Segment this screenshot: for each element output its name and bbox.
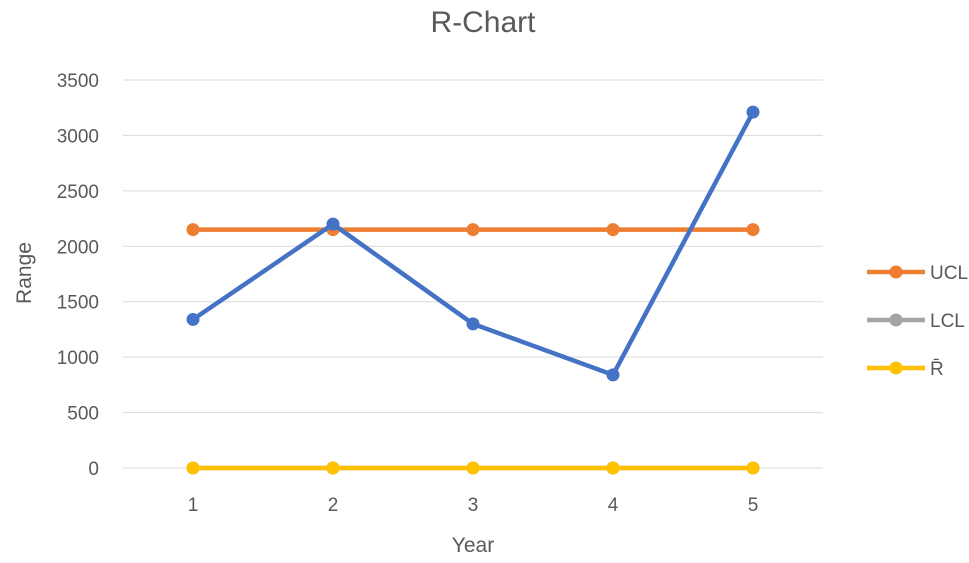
x-tick-labels: 1 2 3 4 5 bbox=[188, 495, 759, 516]
y-tick-2500: 2500 bbox=[57, 182, 99, 203]
point-r-3 bbox=[466, 461, 480, 475]
y-tick-3000: 3000 bbox=[57, 126, 99, 147]
series-r bbox=[186, 461, 760, 475]
y-tick-1000: 1000 bbox=[57, 348, 99, 369]
x-tick-3: 3 bbox=[468, 495, 479, 516]
point-ucl-5 bbox=[746, 223, 760, 237]
series-line-range bbox=[190, 109, 756, 378]
series-range bbox=[186, 105, 760, 382]
point-range-4 bbox=[606, 368, 620, 382]
series-ucl bbox=[186, 223, 760, 237]
x-tick-2: 2 bbox=[328, 495, 339, 516]
x-axis-label: Year bbox=[452, 534, 494, 557]
legend-item-ucl: UCL bbox=[867, 263, 968, 284]
legend: UCL LCL R̄ bbox=[867, 263, 968, 380]
y-tick-3500: 3500 bbox=[57, 71, 99, 92]
y-tick-0: 0 bbox=[88, 459, 99, 480]
point-range-5 bbox=[746, 105, 760, 119]
grid-lines bbox=[123, 79, 823, 469]
point-range-3 bbox=[466, 317, 480, 331]
point-ucl-4 bbox=[606, 223, 620, 237]
legend-label-r: R̄ bbox=[930, 359, 944, 380]
x-tick-1: 1 bbox=[188, 495, 199, 516]
legend-label-ucl: UCL bbox=[930, 263, 968, 284]
y-tick-labels: 0 500 1000 1500 2000 2500 3000 3500 bbox=[57, 71, 99, 480]
legend-label-lcl: LCL bbox=[930, 311, 965, 332]
y-axis-label: Range bbox=[13, 242, 36, 304]
point-r-4 bbox=[606, 461, 620, 475]
chart-title: R-Chart bbox=[430, 6, 536, 39]
legend-item-lcl: LCL bbox=[867, 311, 965, 332]
y-tick-1500: 1500 bbox=[57, 293, 99, 314]
legend-marker-lcl bbox=[889, 313, 903, 327]
legend-marker-ucl bbox=[889, 265, 903, 279]
x-tick-5: 5 bbox=[748, 495, 759, 516]
point-range-2 bbox=[326, 217, 340, 231]
y-tick-2000: 2000 bbox=[57, 237, 99, 258]
point-r-2 bbox=[326, 461, 340, 475]
point-r-5 bbox=[746, 461, 760, 475]
point-ucl-3 bbox=[466, 223, 480, 237]
series-layer bbox=[186, 105, 760, 475]
legend-item-r: R̄ bbox=[867, 359, 944, 380]
x-tick-4: 4 bbox=[608, 495, 619, 516]
point-range-1 bbox=[186, 312, 200, 326]
legend-marker-r bbox=[889, 361, 903, 375]
y-tick-500: 500 bbox=[67, 404, 99, 425]
point-r-1 bbox=[186, 461, 200, 475]
point-ucl-1 bbox=[186, 223, 200, 237]
